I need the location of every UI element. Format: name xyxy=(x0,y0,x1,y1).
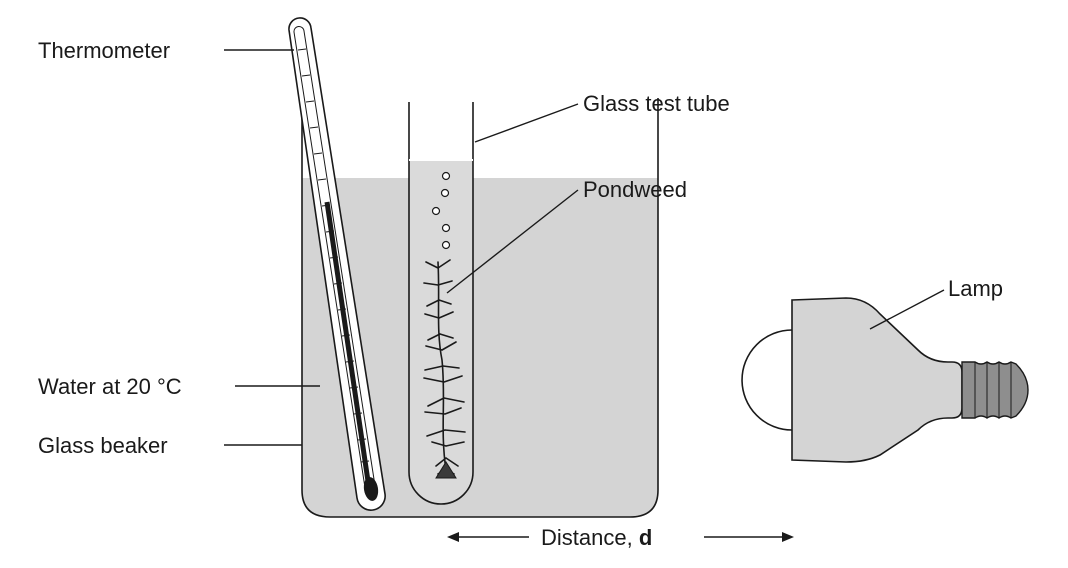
label-glass-beaker: Glass beaker xyxy=(38,433,168,458)
pondweed-base xyxy=(435,461,457,479)
glass-test-tube xyxy=(408,102,474,505)
pondweed xyxy=(423,259,466,479)
glass-beaker xyxy=(301,98,659,518)
distance-arrow-left-head xyxy=(447,532,459,542)
label-distance-prefix: Distance, xyxy=(541,525,639,550)
bubble xyxy=(441,240,451,250)
pondweed-leader-line xyxy=(446,189,579,294)
bubble xyxy=(431,206,441,216)
thermometer-mercury xyxy=(324,201,372,489)
distance-arrow xyxy=(447,532,794,542)
test-tube-leader-line xyxy=(474,103,579,143)
lamp xyxy=(741,297,1029,463)
label-glass-test-tube: Glass test tube xyxy=(583,91,730,116)
label-water: Water at 20 °C xyxy=(38,374,182,399)
label-distance-variable: d xyxy=(639,525,652,550)
label-pondweed: Pondweed xyxy=(583,177,687,202)
pondweed-leaves xyxy=(423,259,466,475)
pondweed-stem xyxy=(437,261,447,471)
label-thermometer: Thermometer xyxy=(38,38,170,63)
beaker-outline xyxy=(301,98,659,518)
thermometer xyxy=(288,17,386,511)
lamp-thread-lines xyxy=(974,362,1012,418)
lamp-leader-line xyxy=(869,289,945,330)
bubble xyxy=(441,171,451,181)
lamp-housing xyxy=(791,297,963,463)
label-lamp: Lamp xyxy=(948,276,1003,301)
oxygen-bubbles xyxy=(431,171,451,250)
test-tube-outline xyxy=(408,102,474,505)
bubble xyxy=(440,188,450,198)
thermometer-bulb xyxy=(363,477,379,501)
distance-arrow-right-head xyxy=(782,532,794,542)
label-distance: Distance, d xyxy=(541,525,652,550)
beaker-water xyxy=(302,178,658,517)
thermometer-scale-ticks xyxy=(297,48,370,463)
thermometer-inner-bore xyxy=(293,25,377,495)
lamp-screw-cap xyxy=(961,361,1029,419)
lamp-bulb-dome xyxy=(741,329,793,431)
bubble xyxy=(441,223,451,233)
test-tube-water xyxy=(409,160,473,504)
